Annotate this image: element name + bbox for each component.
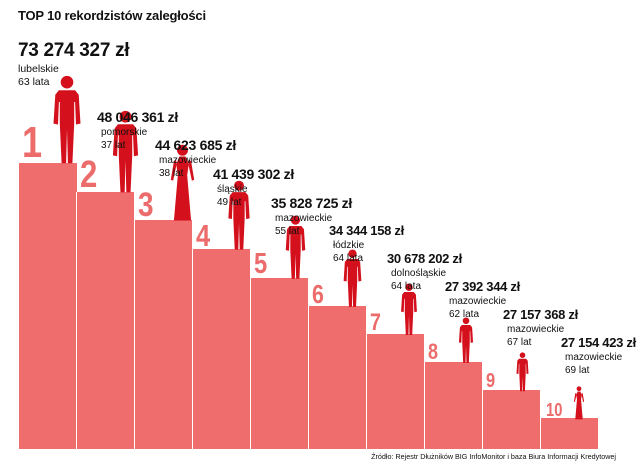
region-label: lubelskie: [18, 63, 59, 75]
rank-number-1: 1: [22, 118, 43, 168]
region-label: mazowieckie: [449, 296, 507, 307]
amount-label: 27 392 344 zł: [445, 279, 520, 294]
man-figure-icon: [514, 352, 531, 397]
amount-label: 34 344 158 zł: [329, 223, 404, 238]
amount-label: 27 157 368 zł: [503, 307, 578, 322]
age-label: 69 lat: [565, 365, 590, 376]
bar-rank-3: [134, 220, 192, 449]
woman-figure-icon: [572, 386, 586, 425]
region-label: mazowieckie: [275, 213, 333, 224]
region-label: mazowieckie: [507, 324, 565, 335]
amount-label: 30 678 202 zł: [387, 251, 462, 266]
age-label: 55 lat: [275, 226, 300, 237]
region-label: łódzkie: [333, 240, 365, 251]
age-label: 64 lata: [333, 253, 364, 264]
rank-number-6: 6: [312, 279, 324, 310]
man-figure-icon: [282, 215, 309, 285]
bar-rank-6: [308, 306, 366, 449]
bar-rank-8: [424, 362, 482, 449]
rank-number-4: 4: [196, 217, 211, 253]
bar-rank-10: [540, 418, 598, 449]
man-figure-icon: [340, 249, 365, 313]
age-label: 64 lata: [391, 281, 422, 292]
age-label: 38 lat: [159, 168, 184, 179]
region-label: pomorskie: [101, 127, 148, 138]
amount-label: 35 828 725 zł: [271, 195, 352, 211]
bar-rank-9: [482, 390, 540, 449]
man-figure-icon: [108, 110, 143, 199]
age-label: 67 lat: [507, 337, 532, 348]
age-label: 49 lat: [217, 197, 242, 208]
man-figure-icon: [224, 180, 254, 256]
man-figure-icon: [456, 317, 476, 369]
region-label: dolnośląskie: [391, 268, 447, 279]
region-label: mazowieckie: [565, 352, 623, 363]
man-figure-icon: [398, 283, 420, 341]
rank-number-9: 9: [486, 370, 496, 392]
rank-number-3: 3: [138, 185, 154, 224]
region-label: śląskie: [217, 184, 248, 195]
amount-label: 27 154 423 zł: [561, 335, 636, 350]
rank-number-7: 7: [370, 309, 381, 337]
woman-figure-icon: [166, 144, 199, 227]
amount-label: 41 439 302 zł: [213, 166, 294, 182]
age-label: 63 lata: [18, 76, 50, 88]
region-label: mazowieckie: [159, 155, 217, 166]
rank-number-2: 2: [80, 153, 98, 196]
bar-rank-4: [192, 249, 250, 449]
bar-rank-7: [366, 334, 424, 449]
amount-label: 48 046 361 zł: [97, 109, 178, 125]
rank-number-8: 8: [428, 339, 439, 365]
chart-title: TOP 10 rekordzistów zaległości: [18, 8, 206, 23]
bar-rank-2: [76, 192, 134, 449]
bar-rank-1: [18, 163, 77, 449]
bar-rank-5: [250, 278, 308, 449]
age-label: 62 lata: [449, 309, 480, 320]
rank-number-5: 5: [254, 248, 268, 281]
man-figure-icon: [48, 75, 86, 170]
amount-label: 44 623 685 zł: [155, 137, 236, 153]
amount-label: 73 274 327 zł: [18, 40, 130, 61]
source-note: Źródło: Rejestr Dłużników BIG InfoMonito…: [371, 452, 616, 461]
rank-number-10: 10: [546, 399, 563, 420]
age-label: 37 lat: [101, 140, 126, 151]
